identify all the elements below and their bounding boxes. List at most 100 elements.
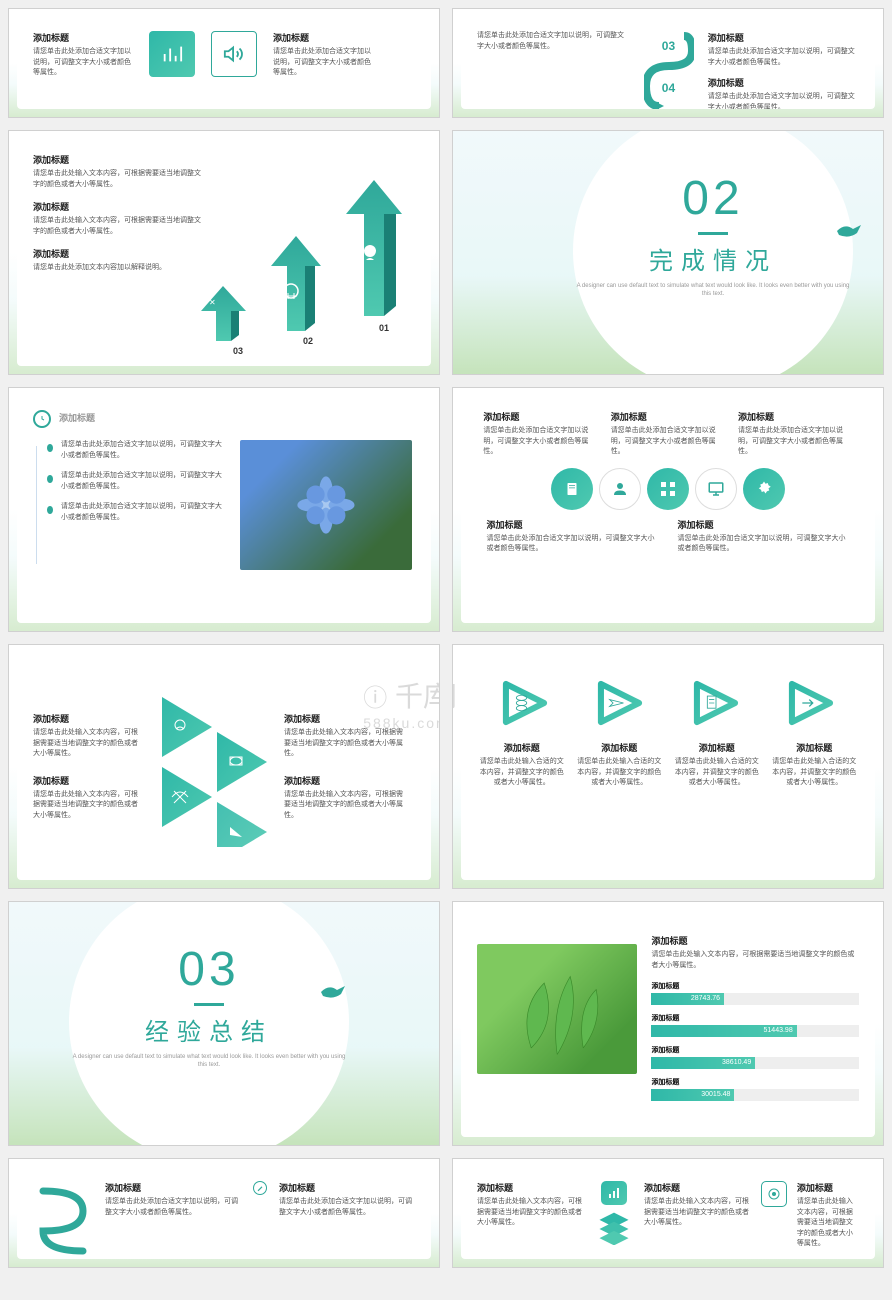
title: 添加标题 — [673, 741, 761, 754]
play-db-icon — [499, 677, 551, 729]
grid-icon — [647, 468, 689, 510]
section-sub: A designer can use default text to simul… — [69, 1053, 349, 1070]
user-icon — [599, 468, 641, 510]
flower-image — [240, 440, 412, 570]
wave-line-icon — [33, 1181, 93, 1259]
layers-icon — [594, 1209, 634, 1245]
section-title: 经验总结 — [69, 1012, 349, 1047]
dash — [698, 232, 728, 235]
section-sub: A designer can use default text to simul… — [573, 282, 853, 299]
body: 请您单击此处输入文本内容，可根据需要适当地调整文字的颜色或者大小等属性。 — [284, 728, 406, 760]
body: 请您单击此处添加合适文字加以说明，可调整文字大小或者颜色等属性。 — [483, 426, 598, 458]
svg-text:✕: ✕ — [209, 298, 216, 307]
title: 添加标题 — [738, 410, 853, 423]
bar-chart-icon — [149, 31, 195, 77]
title: 添加标题 — [284, 774, 406, 787]
slide-2: 请您单击此处添加合适文字加以说明，可调整文字大小或者颜色等属性。 03 04 添… — [452, 8, 884, 118]
bar-track: 38610.49 — [651, 1057, 859, 1069]
slide-12: 添加标题 请您单击此处输入文本内容，可根据需要适当地调整文字的颜色或者大小等属性… — [452, 1158, 884, 1268]
play-arrow-icon — [785, 677, 837, 729]
title: 添加标题 — [477, 1181, 584, 1194]
body: 请您单击此处添加合适文字加以说明，可调整文字大小或者颜色等属性。 — [279, 1197, 415, 1218]
bar-label: 添加标题 — [651, 1013, 859, 1023]
body: 请您单击此处输入文本内容，可根据需要适当地调整文字的颜色或者大小等属性。 — [797, 1197, 859, 1250]
title: 添加标题 — [33, 200, 205, 213]
doc-icon — [551, 468, 593, 510]
bar-value: 51443.98 — [764, 1025, 793, 1037]
play-doc-icon — [690, 677, 742, 729]
body: 请您单击此处输入文本内容，可根据需要适当地调整文字的颜色或者大小等属性。 — [284, 790, 406, 822]
slide-section-03: 03 经验总结 A designer can use default text … — [8, 901, 440, 1146]
bar-track: 51443.98 — [651, 1025, 859, 1037]
bar-label: 添加标题 — [651, 1077, 859, 1087]
title: 添加标题 — [478, 741, 566, 754]
title: 添加标题 — [483, 410, 598, 423]
bar-fill: 28743.76 — [651, 993, 724, 1005]
title: 添加标题 — [105, 1181, 241, 1194]
bar-row: 添加标题 38610.49 — [651, 1045, 859, 1069]
body: 请您单击此处添加合适文字加以说明，可调整文字大小或者颜色等属性。 — [61, 471, 224, 492]
bar-row: 添加标题 28743.76 — [651, 981, 859, 1005]
title: 添加标题 — [33, 712, 140, 725]
bar-row: 添加标题 30015.48 — [651, 1077, 859, 1101]
body: 请您单击此处输入合适的文本内容，并调整文字的颜色或者大小等属性。 — [770, 757, 858, 789]
chart-icon — [601, 1181, 627, 1205]
body: 请您单击此处添加合适文字加以说明，可调整文字大小或者颜色等属性。 — [105, 1197, 241, 1218]
body: 请您单击此处添加合适文字加以说明，可调整文字大小或者颜色等属性。 — [61, 440, 224, 461]
slide-6: 添加标题请您单击此处添加合适文字加以说明，可调整文字大小或者颜色等属性。 添加标… — [452, 387, 884, 632]
bar-value: 28743.76 — [691, 993, 720, 1005]
body: 请您单击此处添加合适文字加以说明，可调整文字大小或者颜色等属性。 — [678, 534, 850, 555]
title: 添加标题 — [33, 774, 140, 787]
svg-text:02: 02 — [303, 336, 313, 346]
play-plane-icon — [594, 677, 646, 729]
body: 请您单击此处输入文本内容，可根据需要适当地调整文字的颜色或者大小等属性。 — [33, 216, 205, 237]
num-03: 03 — [662, 39, 675, 53]
section-title: 完成情况 — [573, 241, 853, 276]
clock-icon — [33, 410, 51, 428]
slide-8: 添加标题请您单击此处输入合适的文本内容，并调整文字的颜色或者大小等属性。 添加标… — [452, 644, 884, 889]
title: 添加标题 — [797, 1181, 859, 1194]
bar-label: 添加标题 — [651, 1045, 859, 1055]
dot-icon — [47, 475, 53, 483]
bar-chart: 添加标题 28743.76 添加标题 51443.98 添加标题 38610.4… — [651, 981, 859, 1101]
body: 请您单击此处输入文本内容，可根据需要适当地调整文字的颜色或者大小等属性。 — [651, 950, 859, 971]
num-04: 04 — [662, 81, 675, 95]
arrows-chart: ✕ 03 02 01 — [191, 156, 421, 356]
body: 请您单击此处添加合适文字加以说明，可调整文字大小或者颜色等属性。 — [738, 426, 853, 458]
bar-fill: 30015.48 — [651, 1089, 734, 1101]
body: 请您单击此处添加合适文字加以说明，可调整文字大小或者颜色等属性。 — [487, 534, 659, 555]
slide-3: 添加标题 请您单击此处输入文本内容，可根据需要适当地调整文字的颜色或者大小等属性… — [8, 130, 440, 375]
slide-section-02: 02 完成情况 A designer can use default text … — [452, 130, 884, 375]
body: 请您单击此处输入合适的文本内容，并调整文字的颜色或者大小等属性。 — [673, 757, 761, 789]
target-icon — [761, 1181, 787, 1207]
bar-fill: 38610.49 — [651, 1057, 755, 1069]
monitor-icon — [695, 468, 737, 510]
section-num: 02 — [573, 171, 853, 226]
body: 请您单击此处输入文本内容，可根据需要适当地调整文字的颜色或者大小等属性。 — [477, 1197, 584, 1229]
body: 请您单击此处输入文本内容，可根据需要适当地调整文字的颜色或者大小等属性。 — [33, 728, 140, 760]
leaf-image — [477, 944, 637, 1074]
title: 添加标题 — [279, 1181, 415, 1194]
body: 请您单击此处输入合适的文本内容，并调整文字的颜色或者大小等属性。 — [478, 757, 566, 789]
title: 添加标题 — [33, 31, 133, 44]
bird-icon — [319, 982, 347, 1002]
bar-label: 添加标题 — [651, 981, 859, 991]
bar-fill: 51443.98 — [651, 1025, 796, 1037]
svg-text:03: 03 — [233, 346, 243, 356]
body: 请您单击此处输入文本内容，可根据需要适当地调整文字的颜色或者大小等属性。 — [33, 790, 140, 822]
title: 添加标题 — [644, 1181, 751, 1194]
body: 请您单击此处添加合适文字加以说明，可调整文字大小或者颜色等属性。 — [611, 426, 726, 458]
title: 添加标题 — [651, 934, 859, 947]
title: 添加标题 — [575, 741, 663, 754]
title: 添加标题 — [708, 76, 859, 89]
bird-icon — [835, 221, 863, 241]
body: 请您单击此处添加合适文字加以说明，可调整文字大小或者颜色等属性。 — [708, 47, 859, 68]
body: 请您单击此处添加合适文字加以说明，可调整文字大小或者颜色等属性。 — [273, 47, 373, 79]
watermark: 千库网 588ku.com — [452, 675, 457, 731]
bar-value: 30015.48 — [701, 1089, 730, 1101]
speaker-icon — [211, 31, 257, 77]
triangles-icon — [152, 687, 272, 847]
dot-icon — [47, 506, 53, 514]
body: 请您单击此处输入文本内容，可根据需要适当地调整文字的颜色或者大小等属性。 — [33, 169, 205, 190]
title: 添加标题 — [59, 411, 95, 424]
